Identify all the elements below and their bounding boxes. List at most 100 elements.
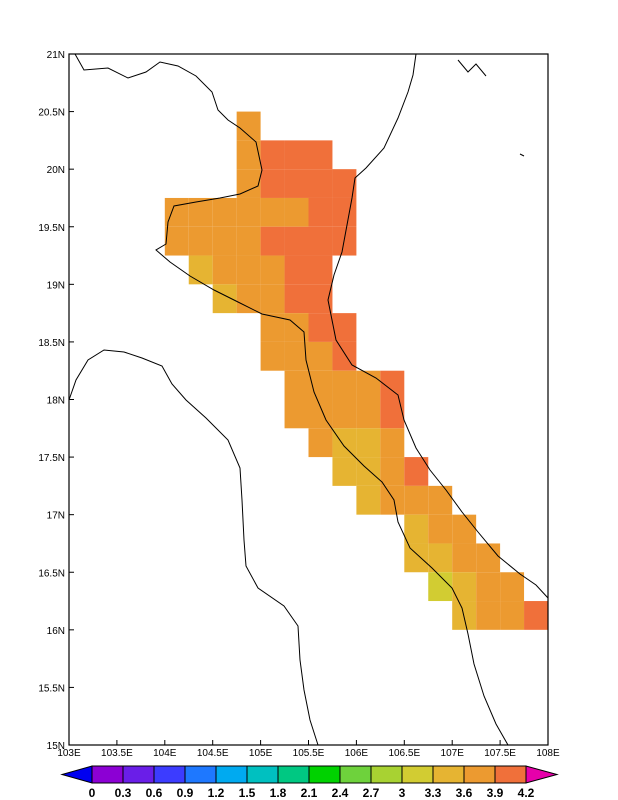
y-tick-label: 20.5N xyxy=(38,108,65,119)
cell xyxy=(284,284,309,314)
cell xyxy=(284,370,309,400)
y-tick-label: 21N xyxy=(47,50,65,61)
cell xyxy=(260,341,285,371)
cell xyxy=(236,111,261,141)
colorbar-box xyxy=(184,765,217,784)
cell xyxy=(236,197,261,227)
cell xyxy=(404,514,429,544)
cell xyxy=(404,485,429,515)
cell xyxy=(236,169,261,198)
cell xyxy=(332,399,357,429)
y-tick-label: 15N xyxy=(47,741,65,752)
cell xyxy=(332,428,357,458)
colorbar-label: 3.9 xyxy=(487,786,504,800)
cell xyxy=(428,543,453,573)
colorbar-box xyxy=(91,765,124,784)
cell xyxy=(524,601,548,630)
cell xyxy=(260,140,285,170)
cell xyxy=(404,457,429,486)
colorbar-label: 2.4 xyxy=(332,786,349,800)
cell xyxy=(452,514,477,544)
y-tick-label: 19.5N xyxy=(38,223,65,234)
colorbar-max-arrow xyxy=(525,765,559,784)
cell xyxy=(356,485,381,515)
x-tick-label: 106E xyxy=(345,748,369,759)
colorbar-label: 2.7 xyxy=(363,786,380,800)
x-tick-label: 107.5E xyxy=(484,748,516,759)
cell xyxy=(308,255,333,285)
border xyxy=(74,53,509,746)
y-tick-label: 17N xyxy=(47,511,65,522)
y-tick-label: 18.5N xyxy=(38,338,65,349)
cell xyxy=(308,169,333,198)
cell xyxy=(332,169,357,198)
colorbar-label: 1.8 xyxy=(270,786,287,800)
y-tick-label: 19N xyxy=(47,280,65,291)
coastline xyxy=(457,59,525,157)
cell xyxy=(332,370,357,400)
cell xyxy=(332,197,357,227)
colorbar-label: 0.6 xyxy=(146,786,163,800)
colorbar-box xyxy=(122,765,155,784)
colorbar-box xyxy=(370,765,403,784)
cell xyxy=(332,341,357,371)
cell xyxy=(260,197,285,227)
colorbar-label: 3.6 xyxy=(456,786,473,800)
cell xyxy=(284,226,309,256)
cell xyxy=(236,284,261,314)
cell xyxy=(500,572,525,602)
cell xyxy=(380,399,405,429)
cell xyxy=(212,226,237,256)
cell xyxy=(212,197,237,227)
cell xyxy=(380,485,405,515)
colorbar-label: 0.3 xyxy=(115,786,132,800)
cell xyxy=(308,341,333,371)
cell xyxy=(284,169,309,198)
cell xyxy=(452,572,477,602)
colorbar-label: 0 xyxy=(89,786,96,800)
y-tick-label: 16N xyxy=(47,626,65,637)
cell xyxy=(476,572,501,602)
colorbar-box xyxy=(246,765,279,784)
cell xyxy=(284,140,309,170)
y-tick-label: 20N xyxy=(47,165,65,176)
colorbar-label: 1.2 xyxy=(208,786,225,800)
cell xyxy=(308,226,333,256)
colorbar-box xyxy=(153,765,186,784)
y-tick-label: 17.5N xyxy=(38,453,65,464)
x-tick-label: 105E xyxy=(249,748,273,759)
y-tick-label: 15.5N xyxy=(38,683,65,694)
geography xyxy=(68,53,549,746)
cell xyxy=(236,226,261,256)
colorbar-box xyxy=(215,765,248,784)
cell xyxy=(404,543,429,573)
cell xyxy=(428,485,453,515)
y-tick-label: 16.5N xyxy=(38,568,65,579)
cell xyxy=(308,140,333,170)
cell xyxy=(284,399,309,429)
cell xyxy=(284,313,309,342)
colorbar-box xyxy=(494,765,527,784)
cell xyxy=(236,140,261,170)
cell xyxy=(308,284,333,314)
cell xyxy=(260,313,285,342)
cell xyxy=(188,226,213,256)
colorbar-box xyxy=(401,765,434,784)
cell xyxy=(164,226,189,256)
colorbar-label: 1.5 xyxy=(239,786,256,800)
x-tick-label: 104E xyxy=(153,748,177,759)
cell xyxy=(164,197,189,227)
x-tick-label: 107E xyxy=(441,748,465,759)
cell xyxy=(260,284,285,314)
colorbar-box xyxy=(308,765,341,784)
colorbar-label: 4.2 xyxy=(518,786,535,800)
colorbar-label: 3 xyxy=(399,786,406,800)
colorbar-label: 2.1 xyxy=(301,786,318,800)
colorbar-box xyxy=(277,765,310,784)
colorbar-box xyxy=(432,765,465,784)
cell xyxy=(332,457,357,486)
cell xyxy=(356,399,381,429)
cell xyxy=(308,428,333,458)
